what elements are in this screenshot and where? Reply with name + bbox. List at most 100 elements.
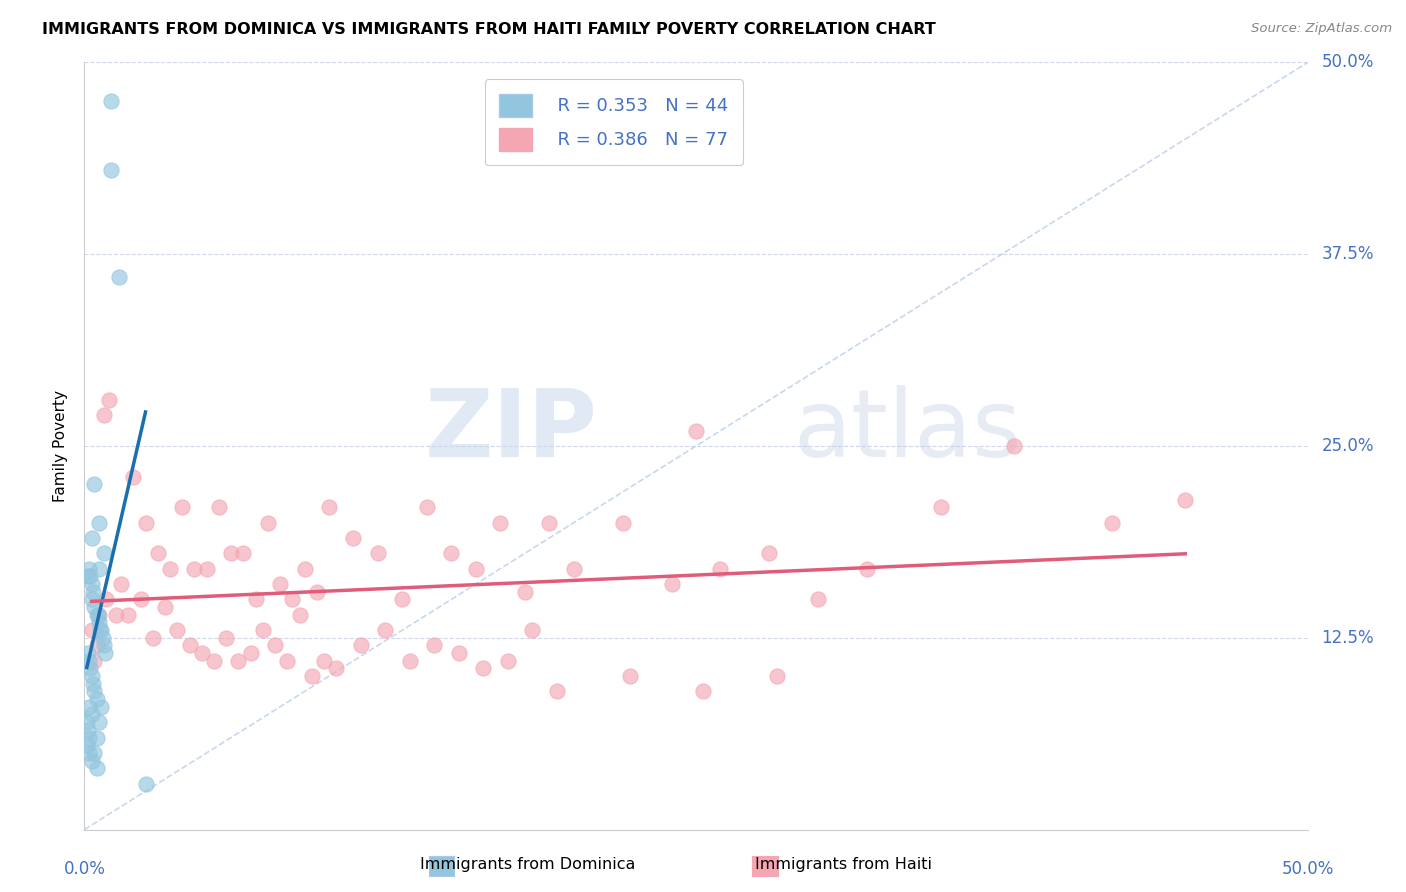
Point bbox=[294, 562, 316, 576]
Point bbox=[440, 546, 463, 560]
Point bbox=[612, 516, 634, 530]
Point bbox=[562, 562, 585, 576]
Point bbox=[685, 424, 707, 438]
Point bbox=[93, 546, 115, 560]
Point bbox=[252, 623, 274, 637]
Point bbox=[80, 592, 103, 607]
Point bbox=[83, 600, 105, 615]
Point bbox=[80, 754, 103, 768]
Point bbox=[489, 516, 512, 530]
Point bbox=[179, 639, 201, 653]
Point bbox=[80, 669, 103, 683]
Point bbox=[195, 562, 218, 576]
Point bbox=[105, 607, 128, 622]
Point bbox=[87, 607, 110, 622]
Point bbox=[87, 607, 110, 622]
Point bbox=[107, 270, 129, 285]
Point bbox=[423, 639, 446, 653]
Text: 25.0%: 25.0% bbox=[1322, 437, 1374, 455]
Point bbox=[83, 684, 105, 698]
Point bbox=[87, 615, 110, 630]
Point bbox=[350, 639, 373, 653]
Point bbox=[496, 654, 519, 668]
Text: 0.0%: 0.0% bbox=[63, 860, 105, 878]
Point bbox=[87, 516, 110, 530]
Point bbox=[183, 562, 205, 576]
Point bbox=[97, 392, 120, 407]
Y-axis label: Family Poverty: Family Poverty bbox=[53, 390, 69, 502]
Point bbox=[472, 661, 495, 675]
Text: 12.5%: 12.5% bbox=[1322, 629, 1374, 647]
Point bbox=[77, 646, 100, 660]
Point bbox=[856, 562, 879, 576]
Point bbox=[77, 562, 100, 576]
Point bbox=[153, 600, 176, 615]
Point bbox=[661, 577, 683, 591]
Text: 50.0%: 50.0% bbox=[1322, 54, 1374, 71]
Point bbox=[276, 654, 298, 668]
Point bbox=[219, 546, 242, 560]
Point bbox=[172, 500, 194, 515]
Text: IMMIGRANTS FROM DOMINICA VS IMMIGRANTS FROM HAITI FAMILY POVERTY CORRELATION CHA: IMMIGRANTS FROM DOMINICA VS IMMIGRANTS F… bbox=[42, 22, 936, 37]
Point bbox=[82, 584, 104, 599]
Point bbox=[100, 94, 122, 108]
Point bbox=[191, 646, 214, 660]
Point bbox=[520, 623, 543, 637]
Point bbox=[416, 500, 439, 515]
Point bbox=[232, 546, 254, 560]
Point bbox=[314, 654, 336, 668]
Point bbox=[76, 715, 98, 730]
Point bbox=[257, 516, 280, 530]
Point bbox=[1174, 492, 1197, 507]
Point bbox=[90, 699, 112, 714]
Point bbox=[159, 562, 181, 576]
Point bbox=[264, 639, 287, 653]
Point bbox=[208, 500, 231, 515]
Text: atlas: atlas bbox=[794, 384, 1022, 476]
Point bbox=[82, 677, 104, 691]
Point bbox=[80, 577, 103, 591]
Point bbox=[77, 731, 100, 745]
Point bbox=[367, 546, 389, 560]
Point bbox=[464, 562, 486, 576]
Point bbox=[90, 623, 112, 637]
Point bbox=[447, 646, 470, 660]
Point bbox=[692, 684, 714, 698]
Point bbox=[77, 723, 100, 737]
Point bbox=[79, 569, 101, 583]
Point bbox=[87, 715, 110, 730]
Point bbox=[77, 569, 100, 583]
Point bbox=[619, 669, 641, 683]
Point bbox=[86, 692, 108, 706]
Point bbox=[122, 469, 145, 483]
Point bbox=[80, 531, 103, 545]
Text: Source: ZipAtlas.com: Source: ZipAtlas.com bbox=[1251, 22, 1392, 36]
Text: 37.5%: 37.5% bbox=[1322, 245, 1374, 263]
Point bbox=[87, 562, 110, 576]
Point bbox=[135, 516, 157, 530]
Point bbox=[135, 776, 157, 790]
Point bbox=[80, 623, 103, 637]
Point bbox=[228, 654, 250, 668]
Point bbox=[79, 661, 101, 675]
Point bbox=[765, 669, 787, 683]
Point bbox=[93, 409, 115, 423]
Point bbox=[142, 631, 165, 645]
Point bbox=[202, 654, 225, 668]
Point bbox=[129, 592, 152, 607]
Point bbox=[94, 646, 117, 660]
Legend:   R = 0.353   N = 44,   R = 0.386   N = 77: R = 0.353 N = 44, R = 0.386 N = 77 bbox=[485, 79, 742, 165]
Point bbox=[91, 631, 114, 645]
Point bbox=[709, 562, 731, 576]
Point bbox=[83, 477, 105, 491]
Point bbox=[166, 623, 188, 637]
Point bbox=[929, 500, 952, 515]
Point bbox=[281, 592, 304, 607]
Point bbox=[1101, 516, 1123, 530]
Point bbox=[374, 623, 396, 637]
Text: ZIP: ZIP bbox=[425, 384, 598, 476]
Point bbox=[245, 592, 267, 607]
Point bbox=[215, 631, 238, 645]
Point bbox=[77, 746, 100, 760]
Point bbox=[96, 592, 118, 607]
